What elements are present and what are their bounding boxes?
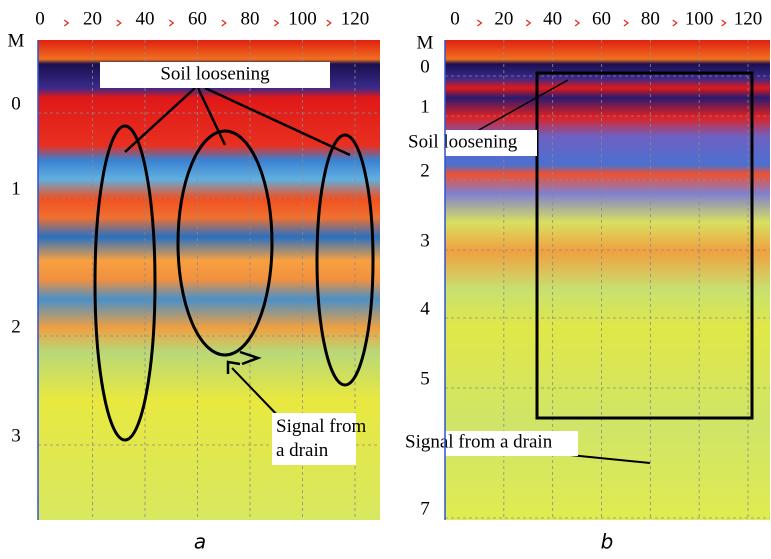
arrow bbox=[231, 367, 283, 421]
pointer bbox=[469, 79, 569, 136]
ellipse bbox=[176, 129, 274, 357]
pointer bbox=[196, 87, 227, 146]
x-tick-label: 40 bbox=[136, 8, 155, 29]
x-tick-label: 40 bbox=[543, 8, 562, 29]
pointer bbox=[124, 87, 196, 153]
y-tick-label: 0 bbox=[420, 56, 430, 77]
x-tick-label: 100 bbox=[685, 8, 714, 29]
y-tick-label: 1 bbox=[420, 96, 430, 117]
tick-marker bbox=[63, 19, 70, 27]
x-tick-label: 60 bbox=[188, 8, 207, 29]
tick-marker bbox=[623, 19, 630, 27]
x-tick-label: 100 bbox=[288, 8, 317, 29]
tick-marker bbox=[477, 19, 483, 27]
tick-marker bbox=[116, 19, 122, 27]
x-tick-label: 0 bbox=[450, 8, 460, 29]
y-tick-label: 1 bbox=[11, 178, 21, 199]
label-box bbox=[100, 62, 330, 88]
unit-label: M bbox=[417, 32, 434, 53]
x-tick-label: 80 bbox=[241, 8, 260, 29]
tick-marker bbox=[326, 19, 332, 27]
annotation: Soil loosening bbox=[160, 63, 270, 84]
annotation: Soil loosening bbox=[408, 131, 518, 152]
annotation: Signal from a drain bbox=[405, 431, 553, 452]
tick-marker bbox=[574, 19, 581, 27]
y-tick-label: 3 bbox=[420, 230, 430, 251]
zone bbox=[535, 71, 754, 420]
tick-marker bbox=[525, 19, 532, 27]
tick-marker bbox=[221, 19, 227, 27]
arrowhead bbox=[239, 350, 262, 366]
y-tick-label: 4 bbox=[420, 298, 430, 319]
y-tick-label: 0 bbox=[11, 93, 21, 114]
y-tick-label: 2 bbox=[420, 160, 430, 181]
x-tick-label: 60 bbox=[592, 8, 611, 29]
markings-a bbox=[93, 86, 375, 442]
x-tick-label: 80 bbox=[641, 8, 660, 29]
arrowhead bbox=[226, 360, 241, 374]
tick-marker bbox=[168, 19, 175, 27]
label-box bbox=[403, 431, 578, 456]
label-box bbox=[405, 130, 537, 156]
tick-marker bbox=[672, 19, 678, 27]
x-tick-label: 0 bbox=[35, 8, 45, 29]
unit-label: M bbox=[8, 30, 25, 51]
y-tick-label: 7 bbox=[420, 498, 430, 519]
y-tick-label: 5 bbox=[420, 368, 430, 389]
ellipse bbox=[93, 124, 157, 442]
caption: b bbox=[601, 530, 614, 554]
tick-marker bbox=[721, 19, 727, 27]
annotation: Signal from a drain bbox=[276, 416, 366, 461]
x-tick-label: 20 bbox=[494, 8, 513, 29]
caption: a bbox=[194, 530, 206, 554]
x-tick-label: 120 bbox=[341, 8, 370, 29]
x-tick-label: 120 bbox=[734, 8, 763, 29]
y-tick-label: 2 bbox=[11, 316, 21, 337]
tick-marker bbox=[273, 19, 280, 27]
pointer bbox=[204, 86, 351, 157]
y-tick-label: 3 bbox=[11, 425, 21, 446]
label-box bbox=[272, 413, 356, 465]
ellipse bbox=[315, 133, 375, 387]
x-tick-label: 20 bbox=[83, 8, 102, 29]
